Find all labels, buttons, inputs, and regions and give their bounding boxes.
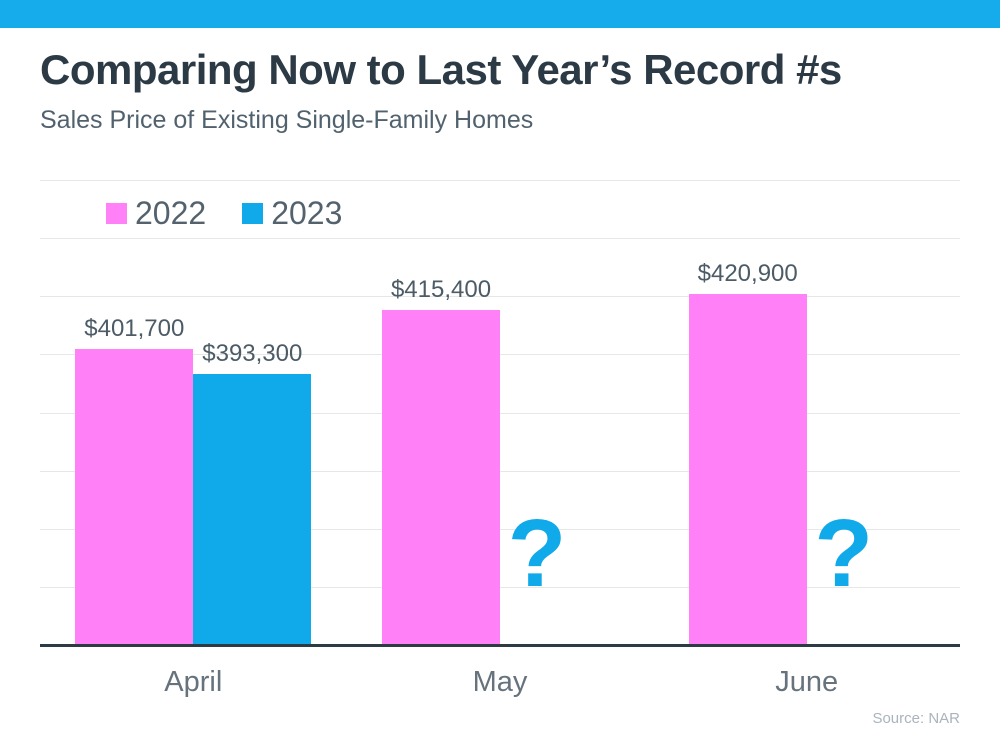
legend-item-2022: 2022 <box>106 195 206 232</box>
x-axis-label-may: May <box>472 666 528 698</box>
x-axis-label-june: June <box>775 666 839 698</box>
legend-swatch-icon <box>242 203 264 224</box>
gridline <box>40 238 960 240</box>
gridline <box>40 354 960 356</box>
page-subtitle: Sales Price of Existing Single-Family Ho… <box>40 106 534 134</box>
missing-value-marker-june-2023: ? <box>814 500 874 607</box>
gridline <box>40 586 960 588</box>
x-axis-line <box>40 644 960 647</box>
plot-area: 2022 2023 $401,700 $393,300 $415,400? $420,9… <box>40 180 960 647</box>
value-label-april-2022: $401,700 <box>84 315 185 343</box>
gridline <box>40 296 960 298</box>
bar-may-2022 <box>382 309 500 645</box>
gridline <box>40 470 960 472</box>
top-accent-bar <box>0 0 1000 28</box>
bar-june-2022 <box>688 293 807 645</box>
chart-legend: 2022 2023 <box>106 195 342 232</box>
legend-item-2023: 2023 <box>242 195 342 232</box>
legend-label: 2022 <box>135 195 207 231</box>
legend-label: 2023 <box>271 195 343 231</box>
bar-april-2023 <box>193 373 312 645</box>
gridline <box>40 180 960 181</box>
page-title: Comparing Now to Last Year’s Record #s <box>40 46 842 93</box>
source-note: Source: NAR <box>872 710 960 727</box>
bar-april-2022 <box>75 349 194 645</box>
value-label-june-2022: $420,900 <box>697 259 798 287</box>
gridline <box>40 412 960 414</box>
value-label-april-2023: $393,300 <box>202 339 303 367</box>
legend-swatch-icon <box>106 203 127 224</box>
missing-value-marker-may-2023: ? <box>507 500 567 607</box>
x-axis-label-april: April <box>164 666 223 698</box>
value-label-may-2022: $415,400 <box>390 275 492 303</box>
gridline <box>40 528 960 530</box>
